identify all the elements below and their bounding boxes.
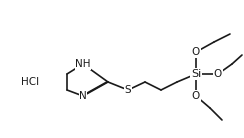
Text: N: N (79, 91, 87, 101)
Text: HCl: HCl (21, 77, 39, 87)
Text: O: O (192, 91, 200, 101)
Text: O: O (214, 69, 222, 79)
Text: S: S (125, 85, 131, 95)
Text: Si: Si (191, 69, 201, 79)
Text: O: O (192, 47, 200, 57)
Text: NH: NH (75, 59, 91, 69)
